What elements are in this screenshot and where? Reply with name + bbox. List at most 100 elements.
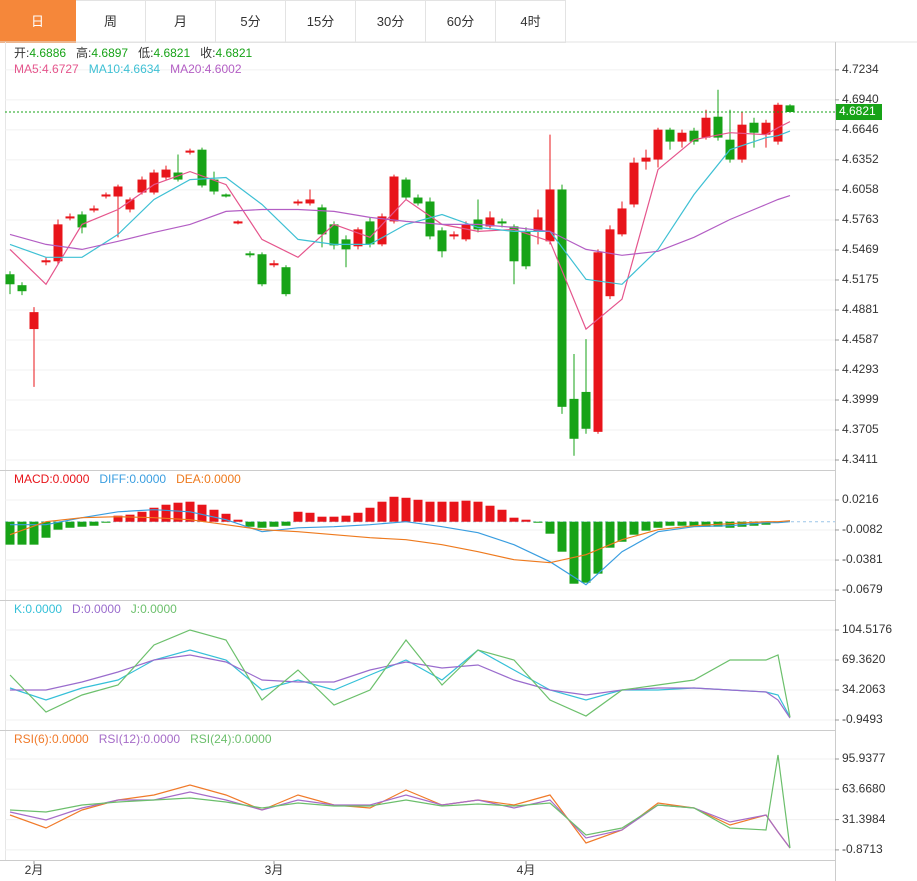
candle-body (737, 124, 747, 160)
macd-bar (209, 509, 219, 522)
macd-bar (29, 521, 39, 545)
macd-bar (689, 521, 699, 527)
period-tab[interactable]: 周 (76, 0, 146, 43)
legend-value: 4.6002 (204, 62, 242, 76)
legend-label: 高: (76, 46, 92, 60)
legend-name: K: (14, 602, 26, 616)
period-tab[interactable]: 15分 (286, 0, 356, 43)
candle-body (713, 116, 723, 138)
macd-bar (425, 501, 435, 522)
period-tab[interactable]: 30分 (356, 0, 426, 43)
macd-bar (569, 521, 579, 584)
macd-bar (449, 501, 459, 522)
candle-body (413, 197, 423, 204)
indicator-line (10, 654, 791, 719)
macd-bar (593, 521, 603, 574)
candle-body (581, 391, 591, 429)
legend-name: MACD: (14, 472, 53, 486)
macd-bar (125, 514, 135, 522)
candle-body (593, 252, 603, 432)
period-tab[interactable]: 月 (146, 0, 216, 43)
y-tick-label: 4.5763 (842, 212, 879, 226)
x-tick-label: 3月 (265, 863, 284, 877)
indicator-line (9, 195, 791, 256)
candle-body (233, 221, 243, 224)
legend-value: 0.0000 (84, 602, 121, 616)
candle-body (485, 217, 495, 227)
ohlc-legend: 开:4.6886 高:4.6897 低:4.6821 收:4.6821 (14, 44, 262, 61)
candle-body (29, 312, 39, 330)
legend-value: 0.0000 (204, 472, 241, 486)
candle-body (17, 285, 27, 292)
legend-name: DIFF: (99, 472, 130, 486)
candle-body (701, 117, 711, 138)
macd-bar (617, 521, 627, 542)
indicator-line (10, 509, 791, 586)
macd-bar (149, 507, 159, 522)
candle-body (161, 169, 171, 178)
y-tick-label: 95.9377 (842, 751, 886, 765)
y-tick-label: 4.3705 (842, 422, 879, 436)
y-tick-label: 4.5469 (842, 242, 879, 256)
macd-bar (197, 504, 207, 522)
macd-bar (113, 515, 123, 522)
candle-body (209, 179, 219, 192)
macd-bar (5, 521, 15, 545)
series-legend: K:0.0000 D:0.0000 J:0.0000 (14, 602, 187, 616)
candle-body (785, 105, 795, 113)
indicator-line (9, 784, 791, 849)
period-tab[interactable]: 4时 (496, 0, 566, 43)
y-tick-label: -0.0679 (842, 582, 883, 596)
legend-value: 4.6727 (42, 62, 79, 76)
legend-name: MA10: (88, 62, 124, 76)
candle-body (653, 129, 663, 160)
legend-value: 4.6897 (91, 46, 129, 60)
macd-bar (305, 512, 315, 522)
candle-body (269, 263, 279, 266)
y-tick-label: 69.3620 (842, 652, 886, 666)
macd-bar (473, 501, 483, 522)
macd-bar (545, 521, 555, 534)
macd-bar (641, 521, 651, 531)
legend-name: MA20: (170, 62, 205, 76)
x-tick-label: 2月 (25, 863, 44, 877)
y-tick-label: 34.2063 (842, 682, 886, 696)
candle-body (305, 199, 315, 204)
period-tab[interactable]: 日 (0, 0, 76, 43)
macd-bar (41, 521, 51, 538)
legend-name: RSI(24): (190, 732, 235, 746)
indicator-line (9, 516, 791, 564)
candle-body (293, 201, 303, 204)
candle-body (365, 221, 375, 245)
macd-bar (557, 521, 567, 552)
candle-body (125, 199, 135, 210)
candle-body (569, 398, 579, 439)
candle-body (689, 130, 699, 142)
macd-bar (281, 521, 291, 526)
y-tick-label: 31.3984 (842, 812, 886, 826)
y-tick-label: 4.4587 (842, 332, 879, 346)
macd-bar (653, 521, 663, 528)
candle-body (557, 189, 567, 407)
indicator-line (9, 754, 791, 849)
macd-bar (269, 521, 279, 527)
macd-bar (665, 521, 675, 526)
candle-body (317, 207, 327, 235)
y-tick-label: 4.4881 (842, 302, 879, 316)
legend-value: 4.6886 (29, 46, 67, 60)
macd-bar (329, 516, 339, 522)
candle-body (461, 224, 471, 240)
indicator-line (9, 130, 791, 285)
y-tick-label: 104.5176 (842, 622, 892, 636)
legend-value: 0.0000 (140, 602, 177, 616)
macd-bar (233, 519, 243, 522)
candle-body (773, 104, 783, 142)
macd-bar (701, 521, 711, 527)
y-tick-label: 4.6058 (842, 182, 879, 196)
period-tabs: 日周月 5分 15分 30分 60分 4时 (0, 0, 566, 43)
candle-body (353, 229, 363, 247)
candle-body (89, 208, 99, 211)
period-tab[interactable]: 5分 (216, 0, 286, 43)
candle-body (677, 132, 687, 142)
candle-body (497, 221, 507, 224)
